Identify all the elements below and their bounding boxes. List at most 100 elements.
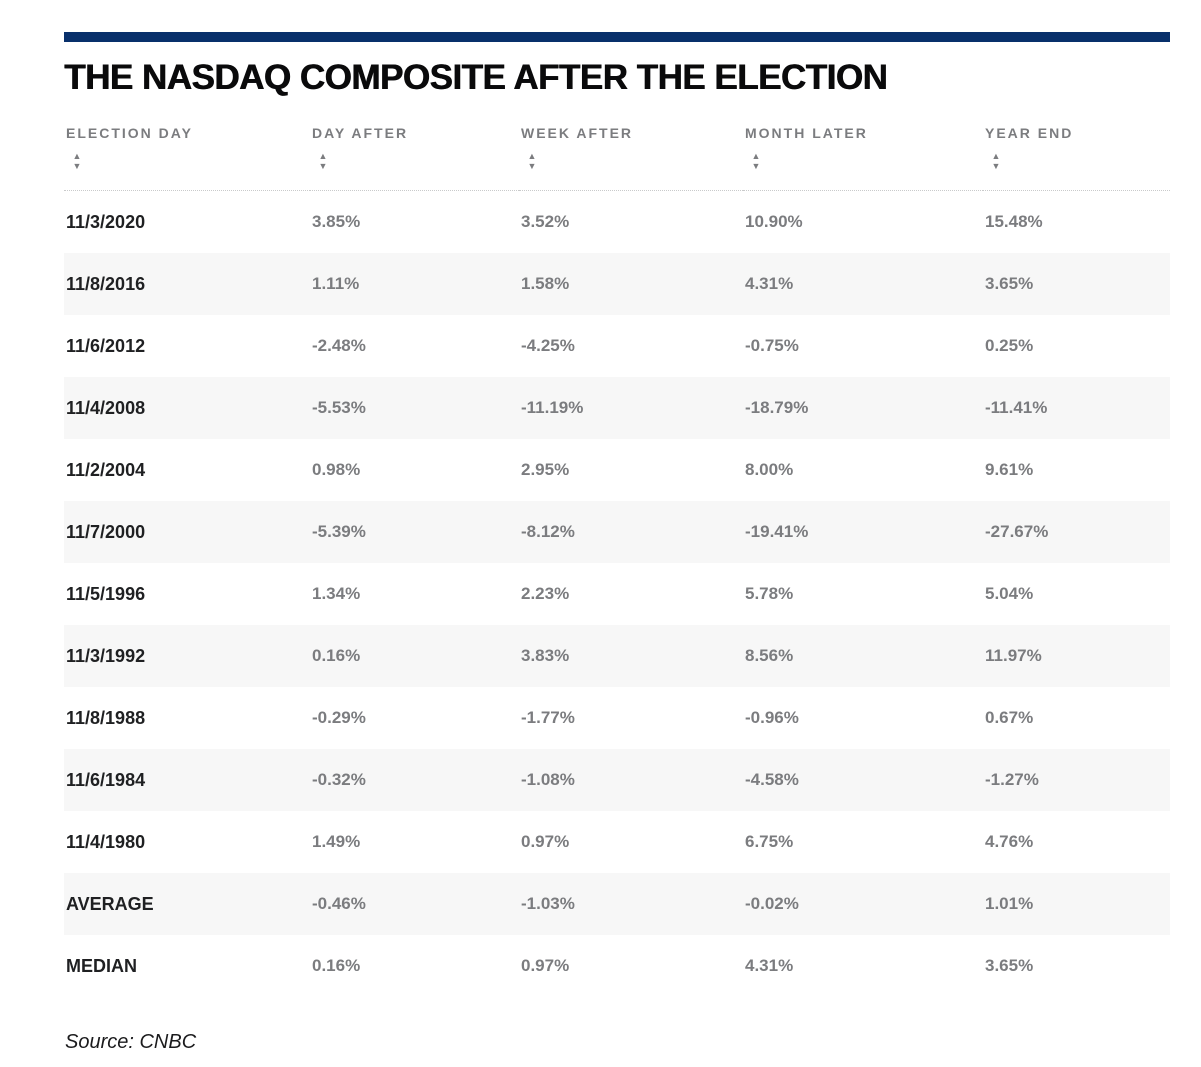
value-cell: 0.98% bbox=[312, 460, 361, 479]
value-cell: 4.76% bbox=[985, 832, 1034, 851]
sort-asc-icon[interactable]: ▲ bbox=[527, 151, 537, 161]
value-cell: 0.16% bbox=[312, 646, 361, 665]
value-cell: 5.04% bbox=[985, 584, 1034, 603]
table-row: 11/8/1988 -0.29% -1.77% -0.96% 0.67% bbox=[64, 687, 1170, 749]
column-header-month-later[interactable]: MONTH LATER ▲ ▼ bbox=[743, 125, 983, 191]
column-label-month-later: MONTH LATER bbox=[745, 125, 868, 141]
value-cell: 1.01% bbox=[985, 894, 1034, 913]
value-cell: 3.85% bbox=[312, 212, 361, 231]
row-label-cell: AVERAGE bbox=[66, 893, 154, 914]
column-header-year-end[interactable]: YEAR END ▲ ▼ bbox=[983, 125, 1170, 191]
sort-arrows-icon[interactable]: ▲ ▼ bbox=[317, 151, 329, 171]
row-label-cell: 11/8/1988 bbox=[66, 707, 146, 728]
value-cell: -19.41% bbox=[745, 522, 809, 541]
page-title: THE NASDAQ COMPOSITE AFTER THE ELECTION bbox=[64, 58, 888, 97]
row-label-cell: 11/3/2020 bbox=[66, 211, 146, 232]
value-cell: 0.97% bbox=[521, 832, 570, 851]
table-row: 11/2/2004 0.98% 2.95% 8.00% 9.61% bbox=[64, 439, 1170, 501]
value-cell: 3.52% bbox=[521, 212, 570, 231]
value-cell: 1.49% bbox=[312, 832, 361, 851]
value-cell: 0.97% bbox=[521, 956, 570, 975]
value-cell: -5.53% bbox=[312, 398, 366, 417]
column-label-week-after: WEEK AFTER bbox=[521, 125, 634, 141]
row-label-cell: 11/6/2012 bbox=[66, 335, 146, 356]
value-cell: 6.75% bbox=[745, 832, 794, 851]
table-body: 11/3/2020 3.85% 3.52% 10.90% 15.48% 11/8/2016… bbox=[64, 191, 1170, 998]
value-cell: 11.97% bbox=[985, 646, 1042, 665]
row-label-cell: 11/4/2008 bbox=[66, 397, 146, 418]
value-cell: 1.34% bbox=[312, 584, 361, 603]
sort-desc-icon[interactable]: ▼ bbox=[318, 161, 328, 171]
value-cell: -1.03% bbox=[521, 894, 575, 913]
column-label-election-day: ELECTION DAY bbox=[66, 125, 193, 141]
table-row: AVERAGE -0.46% -1.03% -0.02% 1.01% bbox=[64, 873, 1170, 935]
value-cell: 3.83% bbox=[521, 646, 570, 665]
value-cell: 8.00% bbox=[745, 460, 794, 479]
value-cell: 9.61% bbox=[985, 460, 1034, 479]
table-row: 11/8/2016 1.11% 1.58% 4.31% 3.65% bbox=[64, 253, 1170, 315]
row-label-cell: MEDIAN bbox=[66, 955, 137, 976]
row-label-cell: 11/6/1984 bbox=[66, 769, 146, 790]
value-cell: -1.27% bbox=[985, 770, 1039, 789]
value-cell: 15.48% bbox=[985, 212, 1043, 231]
row-label-cell: 11/4/1980 bbox=[66, 831, 146, 852]
table-row: 11/4/1980 1.49% 0.97% 6.75% 4.76% bbox=[64, 811, 1170, 873]
table-row: 11/3/2020 3.85% 3.52% 10.90% 15.48% bbox=[64, 191, 1170, 254]
sort-arrows-icon[interactable]: ▲ ▼ bbox=[750, 151, 762, 171]
sort-desc-icon[interactable]: ▼ bbox=[751, 161, 761, 171]
table-header: ELECTION DAY ▲ ▼ DAY AFTER ▲ ▼ WEEK AFTER ▲ ▼ MON… bbox=[64, 125, 1170, 191]
value-cell: 4.31% bbox=[745, 956, 794, 975]
column-header-day-after[interactable]: DAY AFTER ▲ ▼ bbox=[310, 125, 519, 191]
row-label-cell: 11/3/1992 bbox=[66, 645, 146, 666]
value-cell: 2.95% bbox=[521, 460, 570, 479]
value-cell: -4.58% bbox=[745, 770, 799, 789]
table-row: 11/6/1984 -0.32% -1.08% -4.58% -1.27% bbox=[64, 749, 1170, 811]
sort-arrows-icon[interactable]: ▲ ▼ bbox=[71, 151, 83, 171]
value-cell: 3.65% bbox=[985, 956, 1034, 975]
sort-asc-icon[interactable]: ▲ bbox=[751, 151, 761, 161]
value-cell: -5.39% bbox=[312, 522, 366, 541]
value-cell: 0.16% bbox=[312, 956, 361, 975]
value-cell: 0.25% bbox=[985, 336, 1034, 355]
sort-arrows-icon[interactable]: ▲ ▼ bbox=[990, 151, 1002, 171]
column-header-week-after[interactable]: WEEK AFTER ▲ ▼ bbox=[519, 125, 743, 191]
value-cell: 10.90% bbox=[745, 212, 803, 231]
sort-desc-icon[interactable]: ▼ bbox=[72, 161, 82, 171]
table-row: 11/4/2008 -5.53% -11.19% -18.79% -11.41% bbox=[64, 377, 1170, 439]
sort-desc-icon[interactable]: ▼ bbox=[991, 161, 1001, 171]
sort-arrows-icon[interactable]: ▲ ▼ bbox=[526, 151, 538, 171]
value-cell: -18.79% bbox=[745, 398, 809, 417]
table-row: MEDIAN 0.16% 0.97% 4.31% 3.65% bbox=[64, 935, 1170, 997]
row-label-cell: 11/8/2016 bbox=[66, 273, 146, 294]
value-cell: -27.67% bbox=[985, 522, 1049, 541]
value-cell: 5.78% bbox=[745, 584, 794, 603]
column-label-day-after: DAY AFTER bbox=[312, 125, 409, 141]
column-header-election-day[interactable]: ELECTION DAY ▲ ▼ bbox=[64, 125, 310, 191]
value-cell: -2.48% bbox=[312, 336, 366, 355]
table-row: 11/6/2012 -2.48% -4.25% -0.75% 0.25% bbox=[64, 315, 1170, 377]
table-row: 11/3/1992 0.16% 3.83% 8.56% 11.97% bbox=[64, 625, 1170, 687]
value-cell: 2.23% bbox=[521, 584, 570, 603]
value-cell: -0.02% bbox=[745, 894, 799, 913]
sort-asc-icon[interactable]: ▲ bbox=[318, 151, 328, 161]
row-label-cell: 11/5/1996 bbox=[66, 583, 146, 604]
table-row: 11/5/1996 1.34% 2.23% 5.78% 5.04% bbox=[64, 563, 1170, 625]
value-cell: -11.19% bbox=[521, 398, 584, 417]
value-cell: -0.46% bbox=[312, 894, 366, 913]
row-label-cell: 11/7/2000 bbox=[66, 521, 146, 542]
value-cell: 1.58% bbox=[521, 274, 570, 293]
table-header-row: ELECTION DAY ▲ ▼ DAY AFTER ▲ ▼ WEEK AFTER ▲ ▼ MON… bbox=[64, 125, 1170, 191]
sort-asc-icon[interactable]: ▲ bbox=[72, 151, 82, 161]
row-label-cell: 11/2/2004 bbox=[66, 459, 146, 480]
value-cell: -0.29% bbox=[312, 708, 366, 727]
election-returns-table: ELECTION DAY ▲ ▼ DAY AFTER ▲ ▼ WEEK AFTER ▲ ▼ MON… bbox=[64, 125, 1170, 997]
value-cell: -0.32% bbox=[312, 770, 366, 789]
value-cell: -8.12% bbox=[521, 522, 575, 541]
accent-bar bbox=[64, 32, 1170, 42]
value-cell: 0.67% bbox=[985, 708, 1034, 727]
sort-asc-icon[interactable]: ▲ bbox=[991, 151, 1001, 161]
sort-desc-icon[interactable]: ▼ bbox=[527, 161, 537, 171]
value-cell: -1.08% bbox=[521, 770, 575, 789]
value-cell: -0.96% bbox=[745, 708, 799, 727]
